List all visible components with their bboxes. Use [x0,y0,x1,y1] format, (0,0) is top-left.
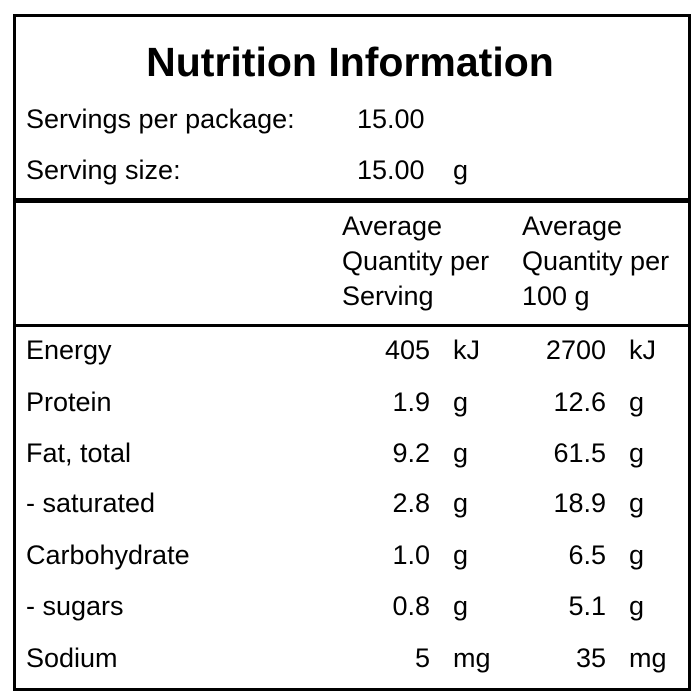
per-serving-unit: g [453,591,469,621]
col-header-per-100g-line2: Quantity per [522,246,670,276]
per-100g-value: 12.6 [553,387,606,417]
per-100g-unit: kJ [629,335,656,365]
nutrient-name: Fat, total [26,438,132,468]
col-header-per-100g-line3: 100 g [522,281,590,311]
per-serving-unit: g [453,488,469,518]
col-header-per-serving-line1: Average [342,211,443,241]
per-100g-unit: g [629,387,645,417]
col-header-per-100g-line1: Average [522,211,623,241]
col-header-per-serving-line2: Quantity per [342,246,490,276]
per-serving-value: 2.8 [392,488,430,518]
per-100g-value: 35 [575,643,606,673]
per-100g-value: 6.5 [568,540,606,570]
table-divider [13,324,691,327]
per-serving-unit: mg [453,643,491,673]
header-divider [13,198,691,203]
per-serving-value: 405 [384,335,430,365]
per-100g-value: 5.1 [568,591,606,621]
servings-per-package-value: 15.00 [357,104,425,134]
per-serving-unit: g [453,438,469,468]
per-serving-unit: kJ [453,335,480,365]
per-serving-value: 0.8 [392,591,430,621]
nutrient-name: Carbohydrate [26,540,190,570]
per-serving-value: 5 [414,643,430,673]
per-serving-value: 9.2 [392,438,430,468]
serving-size-label: Serving size: [26,155,181,185]
per-serving-value: 1.0 [392,540,430,570]
nutrient-name: Protein [26,387,112,417]
nutrition-panel [13,14,691,691]
per-serving-unit: g [453,540,469,570]
per-100g-unit: mg [629,643,667,673]
per-100g-unit: g [629,488,645,518]
per-100g-value: 61.5 [553,438,606,468]
servings-per-package-label: Servings per package: [26,104,295,134]
nutrient-name: Sodium [26,643,118,673]
nutrient-name: - sugars [26,591,124,621]
per-100g-unit: g [629,438,645,468]
per-serving-value: 1.9 [392,387,430,417]
per-100g-unit: g [629,540,645,570]
nutrient-name: - saturated [26,488,156,518]
per-100g-value: 2700 [545,335,606,365]
per-serving-unit: g [453,387,469,417]
serving-size-value: 15.00 [357,155,425,185]
panel-title: Nutrition Information [146,39,554,85]
per-100g-unit: g [629,591,645,621]
serving-size-unit: g [453,155,469,185]
col-header-per-serving-line3: Serving [342,281,434,311]
nutrient-name: Energy [26,335,112,365]
per-100g-value: 18.9 [553,488,606,518]
